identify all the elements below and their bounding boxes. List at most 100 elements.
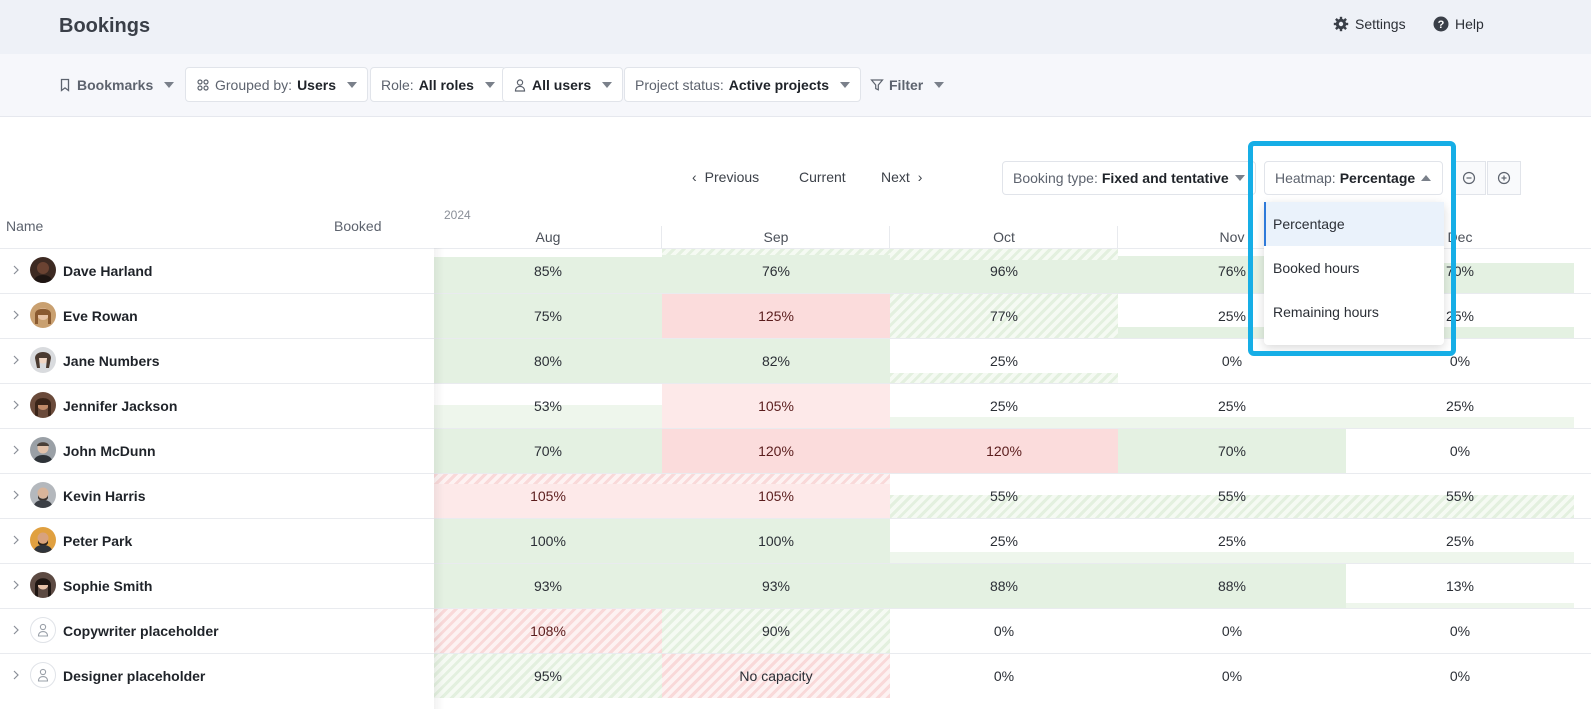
chevron-right-icon[interactable]	[11, 264, 21, 276]
heatmap-cell[interactable]: 0%	[993, 668, 1015, 684]
help-link[interactable]: ? Help	[1433, 16, 1484, 32]
heatmap-cell[interactable]: 25%	[890, 339, 1118, 383]
bookmarks-dropdown[interactable]: Bookmarks	[48, 67, 184, 102]
chevron-right-icon[interactable]	[11, 444, 21, 456]
heatmap-cell[interactable]: 105%	[662, 474, 890, 518]
heatmap-option-booked-hours[interactable]: Booked hours	[1273, 260, 1360, 276]
chevron-right-icon[interactable]	[11, 399, 21, 411]
zoom-in-button[interactable]	[1487, 161, 1521, 195]
heatmap-cell[interactable]: 108%	[434, 609, 662, 653]
heatmap-cell[interactable]: 120%	[662, 429, 890, 473]
filter-label: Filter	[889, 76, 924, 93]
heatmap-cell[interactable]: 25%	[890, 384, 1118, 428]
heatmap-cell[interactable]: 82%	[662, 339, 890, 383]
heatmap-cell[interactable]: 0%	[1449, 668, 1471, 684]
booked-column-header[interactable]: Booked	[334, 218, 382, 234]
table-row[interactable]: Jennifer Jackson 53% 105% 25% 25% 25%	[0, 383, 1591, 428]
chevron-right-icon[interactable]	[11, 624, 21, 636]
heatmap-cell[interactable]: 80%	[434, 339, 662, 383]
table-row[interactable]: Peter Park 100% 100% 25% 25% 25%	[0, 518, 1591, 563]
heatmap-cell[interactable]: 55%	[1118, 474, 1346, 518]
table-row[interactable]: Eve Rowan 75% 125% 77% 25% 25%	[0, 293, 1591, 338]
heatmap-cell[interactable]: 0%	[1449, 353, 1471, 369]
heatmap-cell[interactable]: 75%	[434, 294, 662, 338]
chevron-right-icon[interactable]	[11, 354, 21, 366]
heatmap-cell[interactable]: 55%	[1346, 474, 1574, 518]
month-header: Sep	[763, 229, 789, 245]
grouped-by-dropdown[interactable]: Grouped by: Users	[185, 67, 368, 102]
chevron-right-icon[interactable]	[11, 579, 21, 591]
avatar	[30, 302, 56, 328]
heatmap-cell[interactable]: 120%	[890, 429, 1118, 473]
heatmap-cell[interactable]: 0%	[993, 623, 1015, 639]
heatmap-cell[interactable]: 55%	[890, 474, 1118, 518]
heatmap-cell[interactable]: 93%	[662, 564, 890, 608]
chevron-right-icon[interactable]	[11, 669, 21, 681]
user-icon	[37, 668, 49, 682]
heatmap-cell[interactable]: 25%	[1118, 294, 1346, 338]
table-row[interactable]: Copywriter placeholder 108% 90% 0% 0% 0%	[0, 608, 1591, 653]
heatmap-cell[interactable]: 77%	[890, 294, 1118, 338]
heatmap-cell[interactable]: No capacity	[662, 654, 890, 698]
chevron-down-icon	[484, 81, 495, 88]
heatmap-dropdown[interactable]: Heatmap: Percentage	[1264, 161, 1443, 195]
avatar	[30, 482, 56, 508]
heatmap-cell[interactable]: 25%	[1118, 519, 1346, 563]
heatmap-cell[interactable]: 95%	[434, 654, 662, 698]
zoom-out-button[interactable]	[1452, 161, 1486, 195]
avatar	[30, 347, 56, 373]
previous-button[interactable]: ‹ Previous	[692, 169, 759, 185]
table-row[interactable]: John McDunn 70% 120% 120% 70% 0%	[0, 428, 1591, 473]
previous-label: Previous	[704, 169, 760, 185]
heatmap-cell[interactable]: 0%	[1449, 443, 1471, 459]
heatmap-cell[interactable]: 0%	[1449, 623, 1471, 639]
heatmap-cell[interactable]: 25%	[1346, 384, 1574, 428]
heatmap-cell[interactable]: 96%	[890, 249, 1118, 293]
chevron-down-icon	[1234, 175, 1245, 181]
table-row[interactable]: Sophie Smith 93% 93% 88% 88% 13%	[0, 563, 1591, 608]
next-button[interactable]: Next ›	[881, 169, 922, 185]
chevron-left-icon: ‹	[692, 169, 697, 185]
heatmap-cell[interactable]: 25%	[890, 519, 1118, 563]
heatmap-cell[interactable]: 0%	[1221, 353, 1243, 369]
heatmap-cell[interactable]: 85%	[434, 249, 662, 293]
table-row[interactable]: Kevin Harris 105% 105% 55% 55% 55%	[0, 473, 1591, 518]
heatmap-cell[interactable]: 100%	[662, 519, 890, 563]
heatmap-cell[interactable]: 13%	[1346, 564, 1574, 608]
table-row[interactable]: Designer placeholder 95% No capacity 0% …	[0, 653, 1591, 698]
heatmap-option-percentage[interactable]: Percentage	[1264, 202, 1444, 246]
heatmap-cell[interactable]: 105%	[662, 384, 890, 428]
heatmap-cell[interactable]: 76%	[662, 249, 890, 293]
person-name: Peter Park	[63, 533, 133, 549]
heatmap-cell[interactable]: 93%	[434, 564, 662, 608]
help-icon: ?	[1433, 16, 1449, 32]
heatmap-cell[interactable]: 25%	[1118, 384, 1346, 428]
booking-type-dropdown[interactable]: Booking type: Fixed and tentative	[1002, 161, 1256, 195]
project-status-dropdown[interactable]: Project status: Active projects	[624, 67, 862, 102]
settings-link[interactable]: Settings	[1333, 16, 1406, 32]
chevron-right-icon[interactable]	[11, 489, 21, 501]
heatmap-cell[interactable]: 100%	[434, 519, 662, 563]
chevron-right-icon[interactable]	[11, 309, 21, 321]
heatmap-cell[interactable]: 88%	[890, 564, 1118, 608]
heatmap-cell[interactable]: 0%	[1221, 668, 1243, 684]
heatmap-option-remaining-hours[interactable]: Remaining hours	[1273, 304, 1379, 320]
heatmap-cell[interactable]: 105%	[434, 474, 662, 518]
role-dropdown[interactable]: Role: All roles	[370, 67, 506, 102]
heatmap-cell[interactable]: 90%	[662, 609, 890, 653]
table-row[interactable]: Jane Numbers 80% 82% 25% 0% 0%	[0, 338, 1591, 383]
heatmap-cell[interactable]: 70%	[434, 429, 662, 473]
current-button[interactable]: Current	[799, 169, 846, 185]
chevron-right-icon[interactable]	[11, 534, 21, 546]
chevron-down-icon	[602, 81, 613, 88]
filter-dropdown[interactable]: Filter	[860, 67, 954, 102]
users-value: All users	[532, 76, 592, 93]
heatmap-cell[interactable]: 25%	[1346, 519, 1574, 563]
users-dropdown[interactable]: All users	[502, 67, 624, 102]
heatmap-cell[interactable]: 0%	[1221, 623, 1243, 639]
name-column-header[interactable]: Name	[6, 218, 44, 234]
heatmap-cell[interactable]: 70%	[1118, 429, 1346, 473]
heatmap-cell[interactable]: 125%	[662, 294, 890, 338]
heatmap-cell[interactable]: 53%	[434, 384, 662, 428]
heatmap-cell[interactable]: 88%	[1118, 564, 1346, 608]
